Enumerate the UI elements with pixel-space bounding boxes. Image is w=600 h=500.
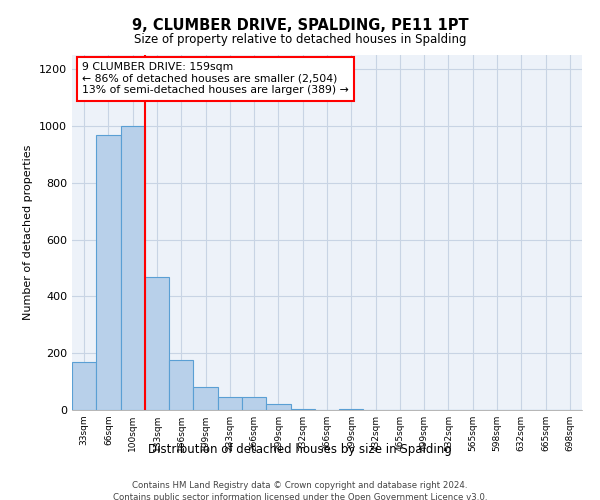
Text: 9, CLUMBER DRIVE, SPALDING, PE11 1PT: 9, CLUMBER DRIVE, SPALDING, PE11 1PT <box>131 18 469 32</box>
Bar <box>145 276 169 410</box>
Bar <box>121 126 145 410</box>
Y-axis label: Number of detached properties: Number of detached properties <box>23 145 34 320</box>
Bar <box>242 397 266 410</box>
Bar <box>96 134 121 410</box>
Bar <box>290 408 315 410</box>
Bar <box>266 404 290 410</box>
Bar <box>339 408 364 410</box>
Text: 9 CLUMBER DRIVE: 159sqm
← 86% of detached houses are smaller (2,504)
13% of semi: 9 CLUMBER DRIVE: 159sqm ← 86% of detache… <box>82 62 349 96</box>
Bar <box>72 362 96 410</box>
Text: Distribution of detached houses by size in Spalding: Distribution of detached houses by size … <box>148 442 452 456</box>
Text: Contains HM Land Registry data © Crown copyright and database right 2024.: Contains HM Land Registry data © Crown c… <box>132 481 468 490</box>
Text: Size of property relative to detached houses in Spalding: Size of property relative to detached ho… <box>134 32 466 46</box>
Bar <box>193 388 218 410</box>
Text: Contains public sector information licensed under the Open Government Licence v3: Contains public sector information licen… <box>113 492 487 500</box>
Bar <box>169 360 193 410</box>
Bar <box>218 397 242 410</box>
